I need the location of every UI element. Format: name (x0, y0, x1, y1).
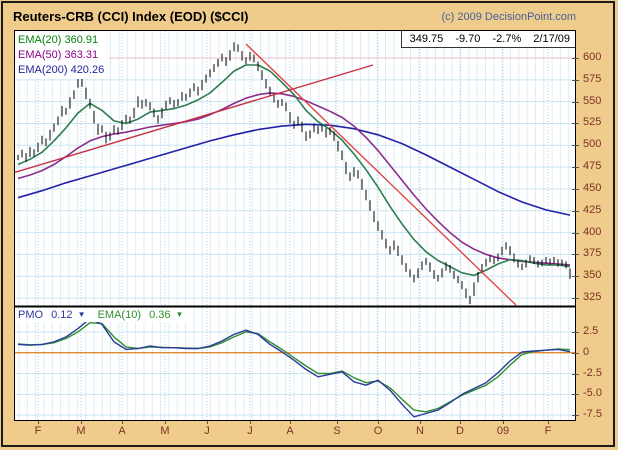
y-axis-label-main: 500 (583, 138, 602, 151)
x-axis-label-month: M (76, 425, 86, 437)
y-axis-label-lower: 2.5 (583, 324, 599, 337)
x-axis-tick (460, 421, 461, 424)
quote-last: 349.75 (409, 33, 444, 45)
y-axis-tick (572, 167, 579, 169)
y-axis-label-main: 525 (583, 116, 602, 129)
y-axis-label-lower: -2.5 (583, 366, 602, 379)
ema-legend: EMA(20) 360.91 EMA(50) 363.31 EMA(200) 4… (16, 32, 110, 79)
y-axis-tick (572, 254, 579, 256)
x-axis-tick (207, 421, 208, 424)
price-chart-svg (15, 31, 575, 420)
title-row: Reuters-CRB (CCI) Index (EOD) ($CCI) (c)… (3, 7, 613, 27)
x-axis-label-month: 09 (496, 425, 510, 437)
x-axis-tick (38, 421, 39, 424)
x-axis-label-month: F (34, 425, 42, 437)
legend-ema20: EMA(20) 360.91 (18, 34, 99, 46)
x-axis-tick (250, 421, 251, 424)
x-axis-label-month: O (373, 425, 383, 437)
y-axis-tick (572, 101, 579, 103)
y-axis-label-lower: -5.0 (583, 387, 602, 400)
rising-support-trendline (15, 64, 374, 174)
x-axis-tick (503, 421, 504, 424)
y-axis-label-main: 425 (583, 203, 602, 216)
y-axis-label-main: 600 (583, 51, 602, 63)
x-axis-tick (122, 421, 123, 424)
y-axis-tick (572, 123, 579, 125)
pmo-ema10-label: EMA(10) (97, 309, 141, 321)
y-axis-label-main: 450 (583, 181, 602, 194)
y-axis-tick (572, 232, 579, 234)
pmo-ema10-down-arrow-icon: ▼ (175, 310, 184, 319)
x-axis-label-month: A (286, 425, 294, 437)
y-axis-tick (572, 394, 579, 396)
y-axis-label-main: 575 (583, 72, 602, 85)
x-axis-label-month: J (247, 425, 253, 437)
quote-date: 2/17/09 (533, 33, 570, 45)
x-axis-tick (81, 421, 82, 424)
x-axis-tick (337, 421, 338, 424)
price-bars (17, 42, 571, 305)
pmo-legend: PMO 0.12 ▼ EMA(10) 0.36 ▼ (16, 308, 191, 322)
pmo-ema10-value: 0.36 (149, 309, 171, 321)
x-axis-tick (548, 421, 549, 424)
x-axis-label-month: A (118, 425, 126, 437)
series-pmo (17, 317, 571, 418)
pmo-down-arrow-icon: ▼ (77, 310, 86, 319)
y-axis-label-main: 325 (583, 291, 602, 304)
quote-change: -9.70 (455, 33, 481, 45)
y-axis-tick (572, 188, 579, 190)
y-axis-tick (572, 145, 579, 147)
y-axis-tick (572, 298, 579, 300)
y-axis-tick (572, 415, 579, 417)
x-axis-tick (378, 421, 379, 424)
y-axis-tick (572, 58, 579, 59)
quote: 349.75 -9.70 -2.7% 2/17/09 (400, 31, 575, 48)
y-axis-tick (572, 276, 579, 278)
pmo-value: 0.12 (51, 309, 73, 321)
y-axis-tick (572, 210, 579, 212)
x-axis-tick (165, 421, 166, 424)
y-axis-tick (572, 79, 579, 81)
page-title: Reuters-CRB (CCI) Index (EOD) ($CCI) (13, 9, 249, 24)
y-axis-label-lower: -7.5 (583, 408, 602, 421)
x-axis-tick (420, 421, 421, 424)
x-axis-label-month: F (544, 425, 552, 437)
falling-resistance-trendline (245, 43, 517, 306)
y-axis-tick (572, 331, 579, 333)
y-axis-label-main: 400 (583, 225, 602, 238)
y-axis-label-main: 350 (583, 269, 602, 282)
legend-ema50: EMA(50) 363.31 (18, 49, 99, 61)
quote-percent: -2.7% (492, 33, 522, 45)
x-axis-label-month: N (416, 425, 424, 437)
y-axis-tick (572, 373, 579, 375)
series-ema-10-of-pmo (17, 322, 571, 413)
x-axis-label-month: S (333, 425, 341, 437)
legend-ema200: EMA(200) 420.26 (18, 64, 105, 76)
y-axis-label-main: 375 (583, 247, 602, 260)
chart-box: EMA(20) 360.91 EMA(50) 363.31 EMA(200) 4… (14, 30, 576, 421)
x-axis-label-month: J (204, 425, 210, 437)
y-axis-label-main: 475 (583, 160, 602, 173)
x-axis-tick (290, 421, 291, 424)
copyright: (c) 2009 DecisionPoint.com (441, 11, 576, 23)
x-axis-label-month: D (456, 425, 464, 437)
pmo-label: PMO (18, 309, 44, 321)
x-axis-label-month: M (160, 425, 170, 437)
y-axis-label-lower: 0 (583, 345, 590, 358)
y-axis-label-main: 550 (583, 94, 602, 107)
y-axis-tick (572, 352, 579, 354)
